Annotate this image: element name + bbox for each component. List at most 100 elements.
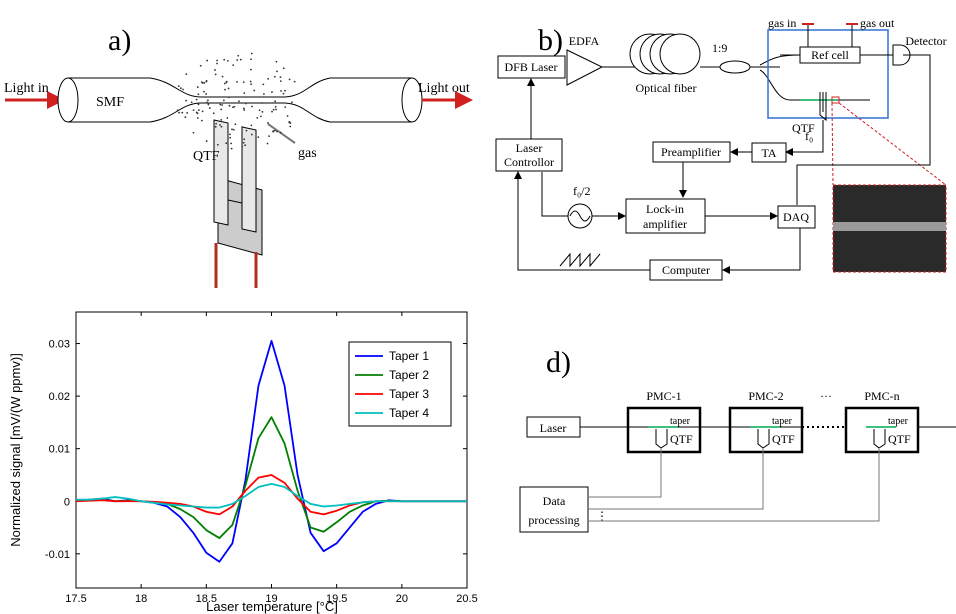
gas-dot <box>267 122 269 124</box>
gas-dot <box>225 80 228 83</box>
gas-dot <box>241 145 244 148</box>
gas-dot <box>215 122 218 125</box>
gas-dot <box>260 115 262 118</box>
gas-dot <box>216 143 219 146</box>
preamp-box <box>652 141 731 163</box>
gas-dot <box>197 93 200 96</box>
gas-dot <box>268 135 270 138</box>
fiber <box>68 77 412 123</box>
gas-dot <box>206 101 209 104</box>
gas-dot <box>230 142 232 145</box>
gas-dot <box>223 58 226 61</box>
light-in: Light in <box>4 81 49 96</box>
gas-dot <box>243 92 246 95</box>
gas-dot <box>226 59 229 62</box>
gas-dot <box>208 107 211 109</box>
y-axis-label: Normalized signal [mV/(W ppmv)] <box>8 353 23 547</box>
x-tick-label: 17.5 <box>65 593 86 605</box>
gas-dot <box>290 101 293 104</box>
gas-dot <box>201 110 204 113</box>
gas-dot <box>220 108 223 111</box>
pmc-box <box>626 406 702 454</box>
vdots: ⋮ <box>596 509 608 523</box>
gas-dot <box>207 103 210 106</box>
gas-dot <box>216 62 218 65</box>
controller-box <box>495 138 563 172</box>
gas-arrow <box>267 123 296 144</box>
laser-label: DFB Laser <box>505 60 558 74</box>
computer-label: Computer <box>662 263 710 277</box>
pmc-label: PMC-2 <box>748 389 783 403</box>
gas-dot <box>267 77 270 80</box>
controller-label: Laser <box>516 141 543 155</box>
f0-label: f₀ <box>805 129 813 143</box>
gas-dot <box>205 80 208 83</box>
gas-dot <box>275 108 277 111</box>
processing-label: processing <box>528 513 579 527</box>
signal-wire <box>588 448 880 522</box>
y-tick-label: 0.01 <box>49 444 70 456</box>
gas-dot <box>289 125 292 128</box>
gas-dot <box>244 102 247 105</box>
detector <box>892 44 911 66</box>
gas-dot <box>212 112 215 115</box>
gas-dot <box>274 105 277 108</box>
gas-dot <box>203 82 206 84</box>
gas-dot <box>271 110 273 113</box>
gas-dot <box>232 128 235 131</box>
y-tick-label: 0 <box>64 496 70 508</box>
gas-dot <box>207 99 209 102</box>
gas-dot <box>236 59 239 61</box>
gas-dot <box>238 100 240 103</box>
gas-dot <box>197 109 200 111</box>
gas-dot <box>176 109 179 112</box>
panel-label: b) <box>538 24 563 57</box>
daq-label: DAQ <box>783 210 809 224</box>
daq-box <box>777 205 816 229</box>
gas-dot <box>245 129 248 132</box>
gas-dot <box>280 90 282 92</box>
gas-dot <box>272 130 275 132</box>
gas-dot <box>216 59 219 62</box>
gas-dot <box>214 125 217 128</box>
gas-dot <box>205 93 208 95</box>
gas-dot <box>232 64 235 67</box>
edfa-label: EDFA <box>569 34 600 48</box>
gas-dot <box>242 107 245 110</box>
fiber-label: Optical fiber <box>636 81 697 95</box>
ellipsis: ··· <box>820 389 832 403</box>
sine <box>569 210 591 222</box>
gas-dot <box>233 105 236 108</box>
controller-label: Controllor <box>504 155 554 169</box>
gas-dot <box>179 87 182 90</box>
fiber-label: SMF <box>96 95 124 110</box>
gas-dot <box>263 93 265 95</box>
gas-dot <box>279 131 282 134</box>
edfa <box>566 49 604 86</box>
gas-dot <box>185 73 188 76</box>
gas-dot <box>293 80 296 83</box>
fork-label: QTF <box>670 432 693 446</box>
half-f0-label: f₀/2 <box>573 184 591 198</box>
y-tick-label: 0.02 <box>49 391 70 403</box>
taper-label: taper <box>888 416 909 427</box>
fork-prongs <box>213 119 257 233</box>
ratio-label: 1:9 <box>712 41 727 55</box>
x-tick-label: 19.5 <box>326 593 347 605</box>
gas-dot <box>258 109 261 112</box>
gas-dot <box>251 105 253 108</box>
gas-dot <box>274 100 277 103</box>
coil <box>659 33 701 75</box>
gas-dot <box>214 69 216 71</box>
gas-label: gas <box>298 146 317 161</box>
gas-dot <box>231 128 233 131</box>
panel-a: a) Light in SMF QTF gas Light out <box>4 24 473 288</box>
gas-dot <box>226 117 229 119</box>
gas-dot <box>237 54 240 57</box>
legend-label: Taper 3 <box>389 387 429 401</box>
gas-dot <box>196 86 199 88</box>
gas-dot <box>220 119 223 121</box>
gas-dot <box>196 112 199 115</box>
panel-d: d) Laser ··· Data processing ⋮ PMC-1 tape… <box>519 346 956 533</box>
gas-dot <box>224 88 226 91</box>
